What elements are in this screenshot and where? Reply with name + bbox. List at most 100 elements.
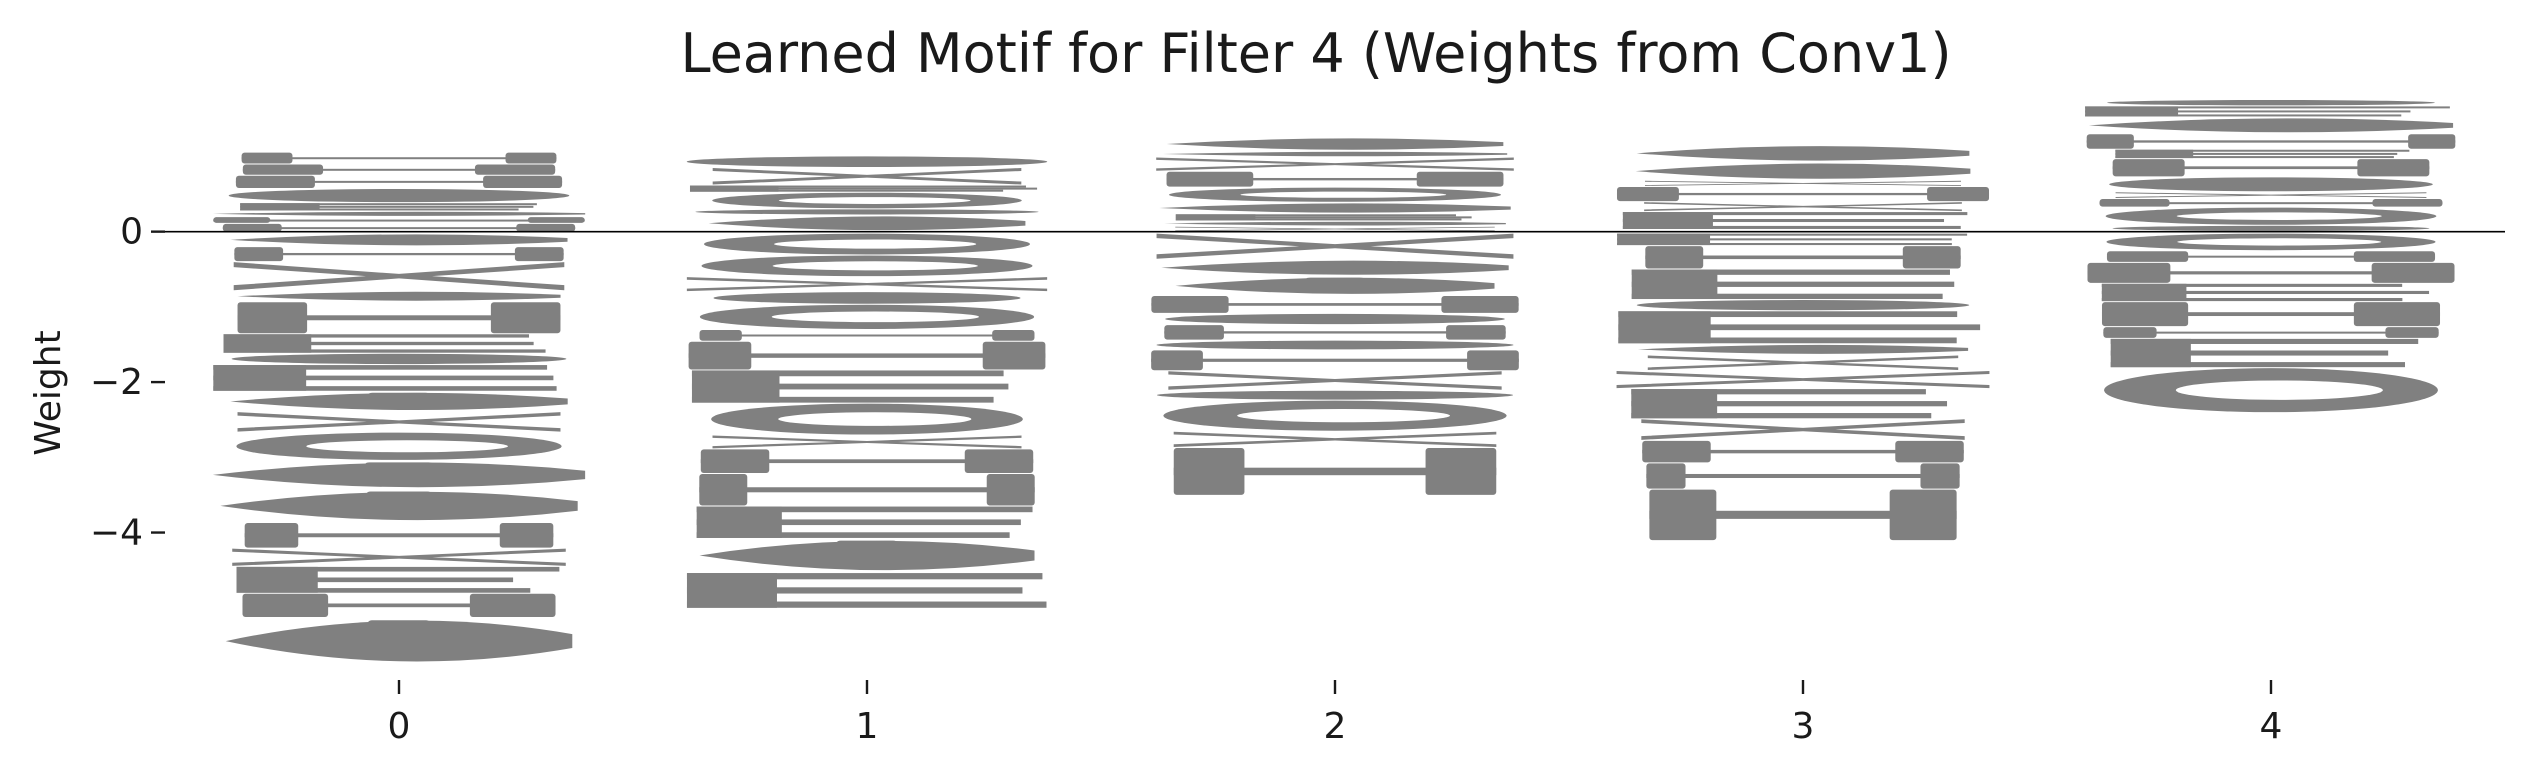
glyph-stroke	[213, 375, 554, 381]
glyph-stroke	[240, 203, 537, 206]
glyph-stroke	[691, 396, 994, 403]
glyph-letter	[233, 262, 565, 291]
glyph-stroke	[1617, 233, 1968, 236]
glyph-counter	[774, 239, 977, 249]
glyph-column-2	[1151, 138, 1519, 495]
glyph-stroke	[2101, 297, 2403, 302]
glyph-stroke	[1175, 218, 1462, 221]
glyph-stroke	[1173, 467, 1497, 476]
chart-title: Learned Motif for Filter 4 (Weights from…	[680, 22, 1951, 85]
glyph-stroke	[236, 566, 560, 572]
glyph-stroke	[1631, 389, 1926, 395]
glyph-letter	[1637, 344, 1969, 354]
glyph-stroke	[699, 334, 1035, 337]
glyph-stroke	[237, 315, 561, 321]
glyph-stroke	[1631, 413, 1932, 419]
glyph-letter	[1175, 226, 1495, 232]
glyph-stroke	[367, 620, 431, 626]
glyph-stroke	[696, 532, 1010, 538]
glyph-stroke	[223, 349, 546, 353]
glyph-column-0	[212, 152, 586, 662]
glyph-letter	[708, 216, 1026, 231]
glyph-letter	[695, 209, 1039, 215]
glyph-stroke	[2085, 114, 2402, 117]
glyph-stroke	[1617, 238, 1952, 241]
glyph-stroke	[1642, 449, 1964, 454]
glyph-stroke	[2101, 312, 2441, 317]
glyph-stroke	[1618, 324, 1981, 331]
glyph-stroke	[213, 219, 585, 222]
glyph-counter	[778, 412, 972, 426]
glyph-stroke	[2099, 202, 2443, 205]
glyph-stroke	[1618, 337, 1957, 344]
glyph-letter	[228, 188, 570, 203]
glyph-stroke	[1164, 331, 1506, 334]
glyph-stroke	[836, 540, 898, 545]
glyph-letter	[699, 540, 1035, 571]
glyph-letter	[1636, 146, 1970, 161]
glyph-letter	[1616, 370, 1990, 389]
glyph-column-1	[686, 156, 1048, 608]
glyph-counter	[2176, 212, 2382, 220]
glyph-counter	[772, 261, 978, 271]
glyph-letter	[713, 292, 1021, 304]
y-axis-label: Weight	[28, 330, 69, 455]
glyph-counter	[778, 197, 971, 204]
glyph-stroke	[689, 185, 1026, 188]
glyph-column-3	[1616, 146, 1990, 541]
glyph-letter	[225, 620, 573, 662]
y-axis: −4 −2 0	[90, 212, 165, 554]
glyph-stroke	[213, 386, 557, 391]
glyph-stroke	[691, 383, 1009, 390]
glyph-stroke	[1649, 510, 1957, 519]
glyph-stroke	[686, 587, 1023, 594]
glyph-stroke	[1631, 293, 1943, 300]
glyph-stroke	[368, 392, 430, 396]
glyph-stroke	[240, 208, 519, 211]
glyph-stroke	[2085, 110, 2411, 113]
glyph-letter	[1635, 163, 1971, 179]
glyph-letter	[2109, 177, 2433, 192]
glyph-stroke	[2112, 166, 2430, 170]
x-tick-label: 1	[856, 706, 879, 747]
glyph-letter	[237, 412, 561, 432]
y-tick-label: 0	[120, 212, 143, 253]
x-axis: 0 1 2 3 4	[388, 680, 2282, 747]
glyph-letter	[1159, 203, 1511, 213]
x-tick-label: 0	[388, 706, 411, 747]
glyph-letter	[1647, 355, 1959, 370]
glyph-letter	[220, 491, 578, 521]
glyph-letter	[2088, 118, 2454, 133]
glyph-counter	[771, 311, 979, 323]
glyph-stroke	[1645, 255, 1961, 260]
glyph-letter	[212, 211, 586, 216]
glyph-letter	[1168, 371, 1502, 390]
glyph-stroke	[2101, 290, 2430, 295]
glyph-stroke	[696, 519, 1021, 526]
glyph-stroke	[365, 462, 433, 466]
glyph-stroke	[241, 157, 557, 160]
glyph-letter	[1166, 138, 1504, 150]
glyph-counter	[306, 440, 508, 453]
glyph-letter	[1156, 233, 1514, 259]
glyph-stroke	[2103, 331, 2439, 334]
glyph-counter	[2175, 380, 2383, 400]
glyph-letter	[1175, 277, 1495, 294]
glyph-letter	[1164, 221, 1506, 226]
glyph-letter	[212, 462, 586, 488]
glyph-stroke	[2085, 106, 2450, 109]
glyph-letter	[1644, 180, 1962, 187]
glyph-counter	[1237, 409, 1450, 423]
glyph-stroke	[2115, 149, 2410, 152]
glyph-stroke	[1151, 358, 1519, 362]
glyph-stroke	[696, 506, 1033, 513]
glyph-stroke	[1631, 281, 1955, 287]
glyph-column-4	[2085, 100, 2456, 413]
glyph-letter	[1644, 202, 1962, 212]
glyph-letter	[712, 167, 1022, 185]
glyph-stroke	[2110, 350, 2389, 356]
glyph-stroke	[1618, 311, 1958, 318]
glyph-stroke	[236, 588, 531, 593]
